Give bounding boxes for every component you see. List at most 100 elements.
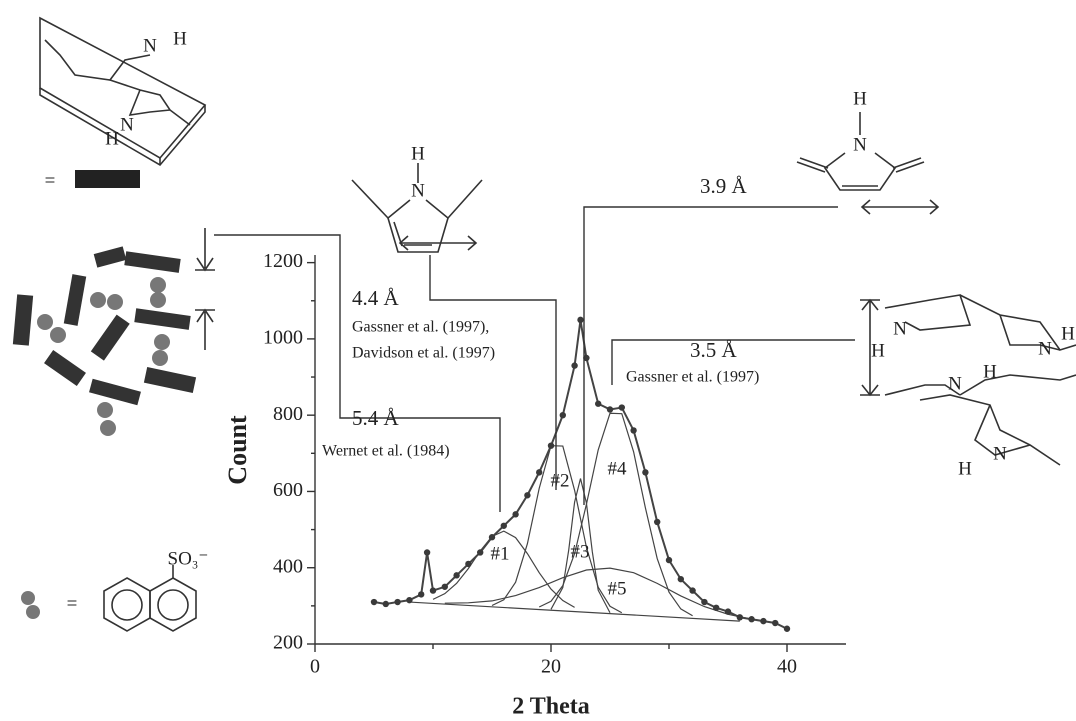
x-axis-title: 2 Theta (512, 694, 590, 720)
data-point (465, 560, 472, 568)
data-point (547, 442, 555, 449)
fit-label: #2 (551, 470, 570, 491)
plate-structure (39, 16, 207, 167)
atom-label: = (67, 593, 78, 614)
annotation: Wernet et al. (1984) (322, 443, 450, 460)
atom-label: H (853, 88, 867, 109)
fit-label: #4 (608, 458, 628, 479)
atom-label: = (45, 170, 56, 191)
data-point (382, 600, 389, 608)
annotation: 5.4 Å (352, 406, 400, 430)
data-point (595, 400, 602, 407)
atom-label: N (143, 35, 157, 56)
data-point (536, 469, 543, 476)
data-point (677, 575, 684, 583)
fit-curve (550, 478, 611, 614)
fit-curve (538, 412, 693, 617)
y-axis-title: Count (223, 415, 252, 485)
atom-label: H (871, 340, 885, 361)
atom-label: N (120, 114, 134, 135)
data-point (406, 596, 413, 604)
data-point (630, 427, 637, 434)
data-point (577, 316, 584, 324)
data-point (512, 511, 519, 518)
leader-line (214, 234, 501, 512)
atom-label: H (105, 128, 119, 149)
y-tick-label: 400 (273, 555, 303, 577)
data-point (500, 522, 507, 529)
annotation: Davidson et al. (1997) (352, 345, 495, 362)
fit-curve (432, 530, 575, 608)
x-tick-label: 0 (310, 656, 320, 678)
data-point (736, 614, 743, 621)
atom-label: H (173, 28, 187, 49)
y-tick-label: 800 (273, 403, 303, 425)
fit-label: #1 (491, 543, 510, 564)
leader-line (429, 255, 557, 490)
stacked-structure (860, 294, 1076, 466)
data-point (559, 411, 566, 419)
atom-label: H (958, 458, 972, 479)
fit-label: #3 (571, 541, 590, 562)
atom-label: N (853, 134, 867, 155)
annotation: 4.4 Å (352, 286, 400, 310)
data-point (618, 404, 625, 411)
fit-curve (444, 567, 752, 620)
atom-label: H (411, 143, 425, 164)
y-tick-label: 600 (273, 479, 303, 501)
atom-label: H (1061, 323, 1075, 344)
x-tick-label: 20 (541, 656, 561, 678)
atom-label: N (1038, 338, 1052, 359)
data-line (373, 319, 788, 630)
data-point (665, 556, 673, 564)
data-point (370, 598, 378, 606)
atom-label: N (948, 373, 962, 394)
data-point (477, 549, 484, 556)
baseline (409, 601, 740, 622)
data-point (642, 469, 649, 476)
data-point (783, 625, 791, 632)
data-point (571, 362, 578, 369)
atom-label: H (983, 361, 997, 382)
y-tick-label: 1000 (263, 326, 303, 348)
data-point (724, 608, 732, 615)
atom-label: N (993, 443, 1007, 464)
data-point (713, 604, 720, 611)
atom-label: N (411, 180, 425, 201)
pyrrole-ring-right (796, 112, 940, 215)
atom-label: N (893, 318, 907, 339)
data-point (418, 591, 425, 598)
data-point (583, 354, 590, 362)
data-point (423, 549, 431, 556)
pyrrole-ring (351, 163, 483, 253)
data-point (394, 598, 401, 606)
data-point (441, 583, 448, 590)
data-point (429, 587, 437, 594)
y-tick-label: 200 (273, 632, 303, 654)
data-point (748, 616, 755, 623)
fit-curve (491, 445, 623, 614)
x-tick-label: 40 (777, 656, 797, 678)
naphthalene-sulfonate (21, 565, 197, 632)
data-point (488, 534, 496, 541)
data-point (606, 406, 614, 413)
annotation: 3.5 Å (690, 338, 738, 362)
data-point (524, 492, 531, 499)
data-point (760, 617, 767, 625)
annotation: Gassner et al. (1997), (352, 319, 489, 336)
data-point (772, 619, 779, 627)
leader-line (583, 206, 838, 505)
atom-label: SO₃⁻ (168, 548, 209, 569)
y-tick-label: 1200 (263, 250, 303, 272)
data-point (654, 518, 661, 526)
data-point (701, 598, 708, 606)
annotation: 3.9 Å (700, 174, 748, 198)
annotation: Gassner et al. (1997) (626, 369, 759, 386)
data-point (689, 587, 696, 594)
fit-label: #5 (608, 578, 627, 599)
leader-line (611, 339, 855, 385)
data-point (453, 572, 460, 579)
chain-symbol (75, 170, 140, 188)
stacking-sketch (12, 228, 215, 436)
